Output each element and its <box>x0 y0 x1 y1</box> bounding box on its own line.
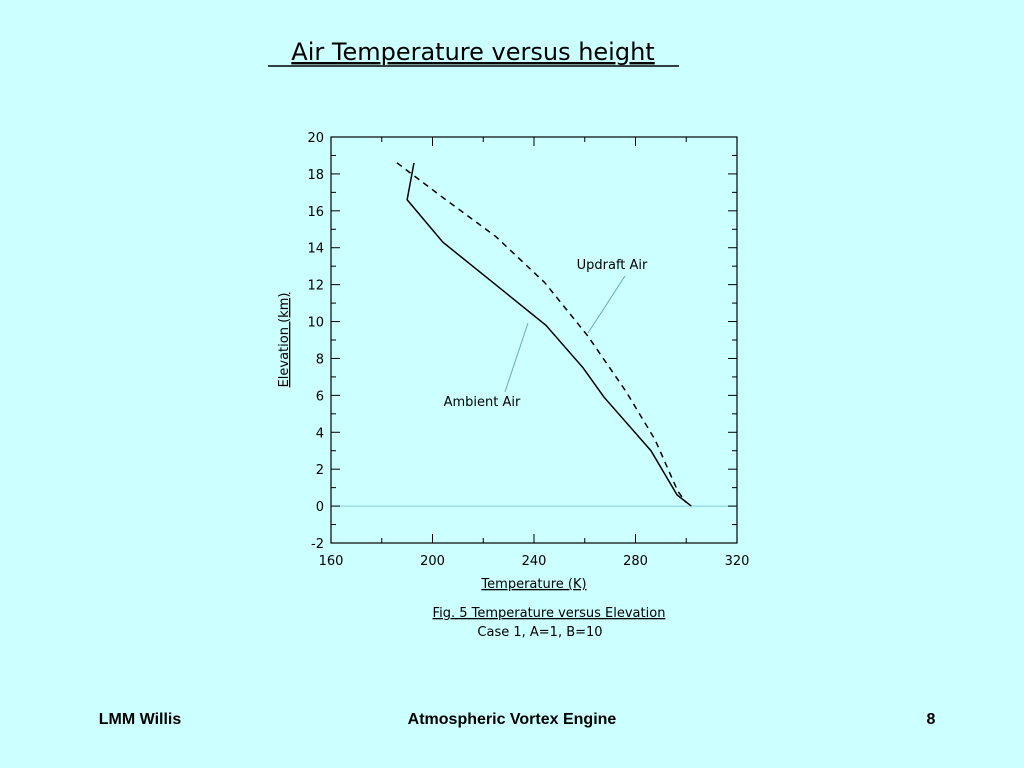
y-tick-label: 20 <box>307 131 324 146</box>
y-tick-label: 4 <box>316 426 324 441</box>
y-tick-label: 6 <box>316 389 324 404</box>
y-tick-label: 14 <box>307 242 324 257</box>
y-tick-label: 2 <box>316 463 324 478</box>
y-axis-label: Elevation (km) <box>277 293 292 388</box>
caption: Case 1, A=1, B=10 <box>477 625 602 640</box>
series-line <box>406 162 692 507</box>
annotation-label: Updraft Air <box>577 258 648 273</box>
y-tick-label: 16 <box>307 205 324 220</box>
x-tick-label: 320 <box>725 554 750 569</box>
caption: Fig. 5 Temperature versus Elevation <box>433 606 666 621</box>
footer-left: LMM Willis <box>99 711 182 728</box>
y-tick-label: 10 <box>307 316 324 331</box>
y-tick-label: 0 <box>316 500 324 515</box>
annotation-label: Ambient Air <box>444 395 521 410</box>
x-tick-label: 200 <box>420 554 445 569</box>
x-tick-label: 160 <box>319 554 344 569</box>
x-tick-label: 240 <box>522 554 547 569</box>
y-tick-label: 12 <box>307 279 324 294</box>
x-axis-label: Temperature (K) <box>480 577 586 592</box>
x-tick-label: 280 <box>623 554 648 569</box>
annotation-leader <box>587 275 626 334</box>
annotation-leader <box>504 322 529 393</box>
slide-title: Air Temperature versus height <box>291 38 654 66</box>
y-tick-label: -2 <box>311 537 324 552</box>
series-line <box>396 162 687 503</box>
y-tick-label: 18 <box>307 168 324 183</box>
footer-right: 8 <box>927 711 936 728</box>
footer-center: Atmospheric Vortex Engine <box>408 711 617 728</box>
y-tick-label: 8 <box>316 352 324 367</box>
